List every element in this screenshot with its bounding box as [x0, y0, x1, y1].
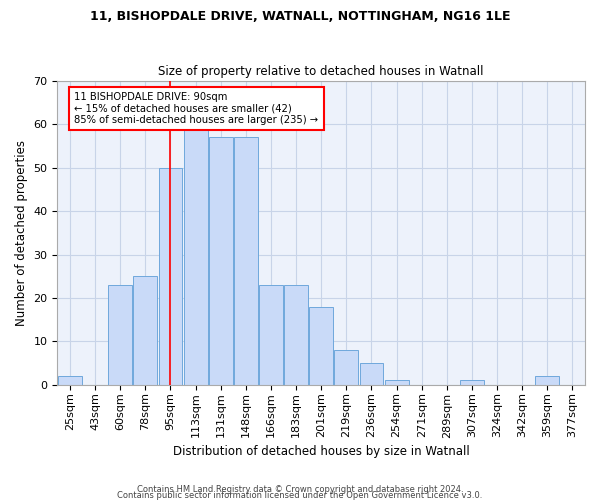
Bar [133, 276, 157, 385]
Bar [309, 306, 333, 385]
Text: 11, BISHOPDALE DRIVE, WATNALL, NOTTINGHAM, NG16 1LE: 11, BISHOPDALE DRIVE, WATNALL, NOTTINGHA… [90, 10, 510, 23]
Bar [385, 380, 409, 385]
Bar [108, 285, 132, 385]
Y-axis label: Number of detached properties: Number of detached properties [15, 140, 28, 326]
Text: Contains public sector information licensed under the Open Government Licence v3: Contains public sector information licen… [118, 491, 482, 500]
Title: Size of property relative to detached houses in Watnall: Size of property relative to detached ho… [158, 66, 484, 78]
Bar [184, 129, 208, 385]
Text: Contains HM Land Registry data © Crown copyright and database right 2024.: Contains HM Land Registry data © Crown c… [137, 484, 463, 494]
Bar [284, 285, 308, 385]
Bar [535, 376, 559, 385]
Text: 11 BISHOPDALE DRIVE: 90sqm
← 15% of detached houses are smaller (42)
85% of semi: 11 BISHOPDALE DRIVE: 90sqm ← 15% of deta… [74, 92, 319, 125]
Bar [259, 285, 283, 385]
Bar [334, 350, 358, 385]
Bar [158, 168, 182, 385]
Bar [359, 363, 383, 385]
Bar [209, 138, 233, 385]
X-axis label: Distribution of detached houses by size in Watnall: Distribution of detached houses by size … [173, 444, 470, 458]
Bar [58, 376, 82, 385]
Bar [234, 138, 258, 385]
Bar [460, 380, 484, 385]
